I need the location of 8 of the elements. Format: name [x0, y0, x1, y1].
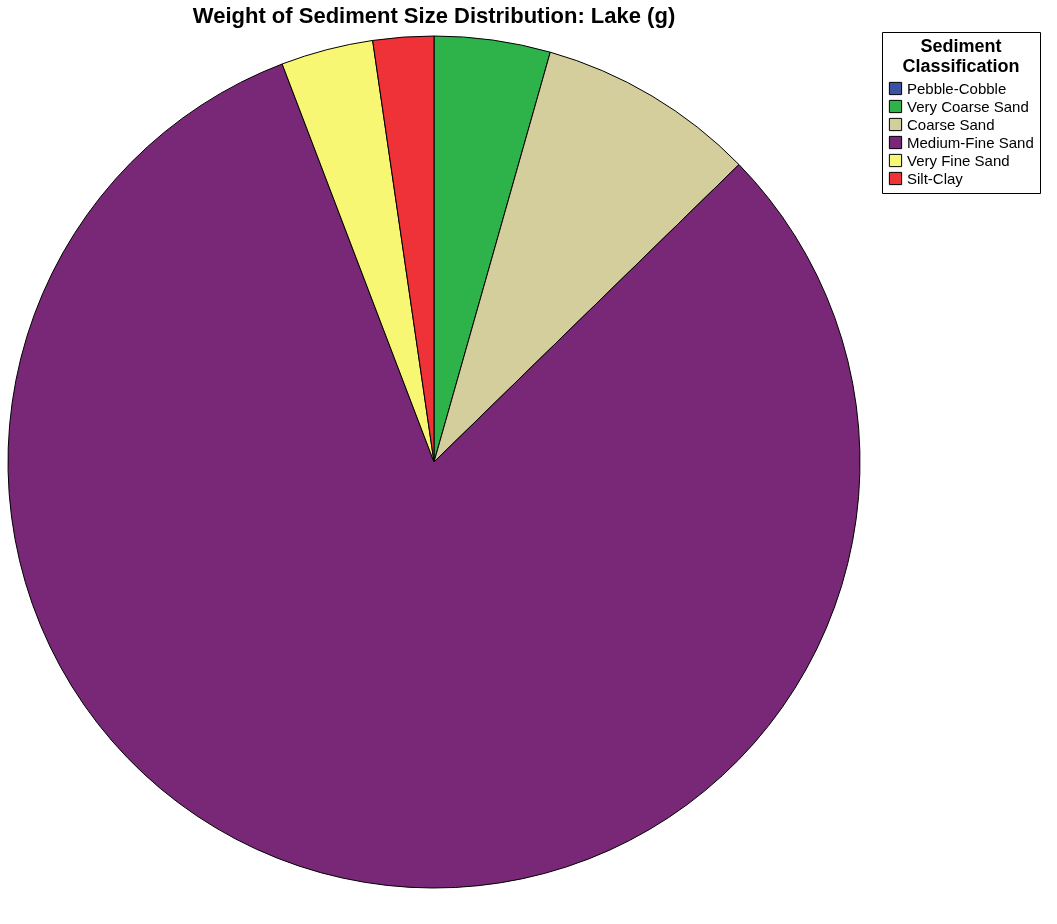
legend-label: Pebble-Cobble — [907, 79, 1007, 97]
legend-label: Medium-Fine Sand — [907, 133, 1034, 151]
legend-label: Very Coarse Sand — [907, 97, 1029, 115]
legend-title: Sediment Classification — [902, 36, 1020, 76]
legend-label: Coarse Sand — [907, 115, 995, 133]
legend-label: Very Fine Sand — [907, 151, 1010, 169]
legend-label: Silt-Clay — [907, 169, 964, 187]
chart-title: Weight of Sediment Size Distribution: Lake (g) — [192, 2, 676, 28]
